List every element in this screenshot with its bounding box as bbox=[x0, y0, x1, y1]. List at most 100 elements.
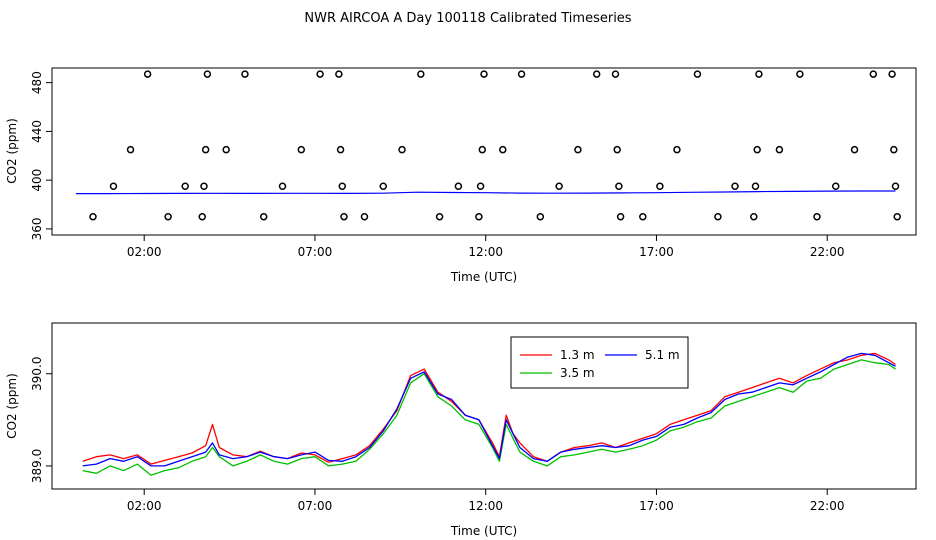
page-title: NWR AIRCOA A Day 100118 Calibrated Times… bbox=[304, 11, 631, 26]
bottom-x-tick-label: 22:00 bbox=[810, 499, 845, 513]
calibration-marker bbox=[398, 145, 406, 154]
top-y-axis: 360 400 440 480 bbox=[30, 71, 53, 240]
bottom-x-axis-label: Time (UTC) bbox=[450, 524, 517, 538]
bottom-x-tick-label: 07:00 bbox=[298, 499, 333, 513]
calibration-marker bbox=[555, 182, 563, 190]
series-line-3.5m bbox=[82, 359, 896, 476]
calibration-marker bbox=[475, 212, 483, 221]
top-series-lines bbox=[75, 190, 896, 195]
calibration-marker bbox=[126, 145, 135, 154]
calibration-marker bbox=[693, 70, 702, 78]
top-y-axis-label: CO2 (ppm) bbox=[5, 118, 19, 184]
calibration-marker bbox=[109, 182, 118, 190]
calibration-marker bbox=[360, 212, 369, 221]
calibration-marker bbox=[164, 212, 172, 221]
calibration-marker bbox=[259, 212, 268, 221]
top-panel-calibration-plot: 02:00 07:00 12:00 17:00 22:00 360 400 440 480 T… bbox=[5, 67, 917, 284]
calibration-marker bbox=[89, 212, 97, 221]
calibration-marker bbox=[796, 70, 804, 78]
calibration-marker bbox=[435, 212, 444, 221]
bottom-panel-height-series-plot: 02:00 07:00 12:00 17:00 22:00 389.0 390.0 Tim… bbox=[5, 322, 917, 538]
calibration-marker bbox=[751, 182, 760, 190]
calibration-marker bbox=[278, 182, 287, 190]
top-y-tick-label: 440 bbox=[30, 120, 44, 143]
series-line-5.1m bbox=[82, 352, 896, 467]
calibration-marker bbox=[454, 182, 463, 190]
top-x-axis: 02:00 07:00 12:00 17:00 22:00 bbox=[127, 234, 845, 259]
calibration-marker bbox=[222, 145, 230, 154]
bottom-y-axis-label: CO2 (ppm) bbox=[5, 373, 19, 439]
calibration-marker bbox=[869, 70, 878, 78]
top-calibration-markers bbox=[89, 70, 901, 221]
calibration-marker bbox=[536, 212, 545, 221]
calibration-marker bbox=[297, 145, 306, 154]
top-y-tick-label: 360 bbox=[30, 217, 44, 240]
calibration-marker bbox=[639, 212, 647, 221]
calibration-marker bbox=[616, 212, 625, 221]
calibration-marker bbox=[615, 182, 623, 190]
bottom-y-tick-label: 389.0 bbox=[30, 449, 44, 483]
calibration-marker bbox=[611, 70, 620, 78]
calibration-marker bbox=[335, 70, 343, 78]
top-x-tick-label: 12:00 bbox=[468, 245, 503, 259]
legend-box bbox=[510, 336, 689, 389]
calibration-marker bbox=[200, 182, 208, 190]
calibration-marker bbox=[714, 212, 722, 221]
top-x-tick-label: 07:00 bbox=[298, 245, 333, 259]
calibration-marker bbox=[379, 182, 388, 190]
bottom-x-tick-label: 12:00 bbox=[468, 499, 503, 513]
top-x-axis-label: Time (UTC) bbox=[450, 270, 517, 284]
calibration-marker bbox=[731, 182, 739, 190]
bottom-x-axis: 02:00 07:00 12:00 17:00 22:00 bbox=[127, 488, 845, 513]
calibration-marker bbox=[203, 70, 212, 78]
calibration-marker bbox=[813, 212, 821, 221]
calibration-marker bbox=[499, 145, 507, 154]
calibration-marker bbox=[336, 145, 345, 154]
calibration-marker bbox=[592, 70, 601, 78]
calibration-marker bbox=[890, 145, 898, 154]
calibration-marker bbox=[673, 145, 681, 154]
calibration-marker bbox=[850, 145, 859, 154]
top-x-tick-label: 02:00 bbox=[127, 245, 162, 259]
top-y-tick-label: 400 bbox=[30, 169, 44, 192]
calibration-marker bbox=[316, 70, 324, 78]
bottom-plot-frame bbox=[51, 322, 917, 490]
calibration-marker bbox=[340, 212, 348, 221]
calibration-marker bbox=[574, 145, 582, 154]
top-series-line bbox=[75, 190, 896, 195]
calibration-marker bbox=[775, 145, 784, 154]
top-y-tick-label: 480 bbox=[30, 71, 44, 94]
calibration-marker bbox=[750, 212, 758, 221]
calibration-marker bbox=[891, 182, 900, 190]
bottom-series-lines bbox=[82, 352, 896, 476]
calibration-marker bbox=[613, 145, 621, 154]
calibration-marker bbox=[480, 70, 488, 78]
top-x-tick-label: 17:00 bbox=[639, 245, 674, 259]
calibration-marker bbox=[241, 70, 249, 78]
calibration-marker bbox=[478, 145, 487, 154]
calibration-marker bbox=[656, 182, 664, 190]
calibration-marker bbox=[893, 212, 901, 221]
legend: 1.3 m 3.5 m 5.1 m bbox=[510, 336, 689, 389]
bottom-x-tick-label: 02:00 bbox=[127, 499, 162, 513]
calibration-marker bbox=[888, 70, 896, 78]
calibration-marker bbox=[755, 70, 763, 78]
calibration-marker bbox=[476, 182, 485, 190]
calibration-marker bbox=[201, 145, 210, 154]
bottom-x-tick-label: 17:00 bbox=[639, 499, 674, 513]
calibration-marker bbox=[338, 182, 347, 190]
calibration-marker bbox=[143, 70, 152, 78]
legend-label-5.1m: 5.1 m bbox=[645, 348, 680, 362]
bottom-y-axis: 389.0 390.0 bbox=[30, 357, 53, 483]
calibration-marker bbox=[753, 145, 761, 154]
series-line-1.3m bbox=[82, 352, 896, 465]
bottom-y-tick-label: 390.0 bbox=[30, 357, 44, 391]
top-x-tick-label: 22:00 bbox=[810, 245, 845, 259]
calibration-marker bbox=[517, 70, 526, 78]
calibration-marker bbox=[198, 212, 207, 221]
calibration-marker bbox=[181, 182, 189, 190]
calibration-marker bbox=[831, 182, 840, 190]
legend-label-1.3m: 1.3 m bbox=[560, 348, 595, 362]
legend-label-3.5m: 3.5 m bbox=[560, 366, 595, 380]
